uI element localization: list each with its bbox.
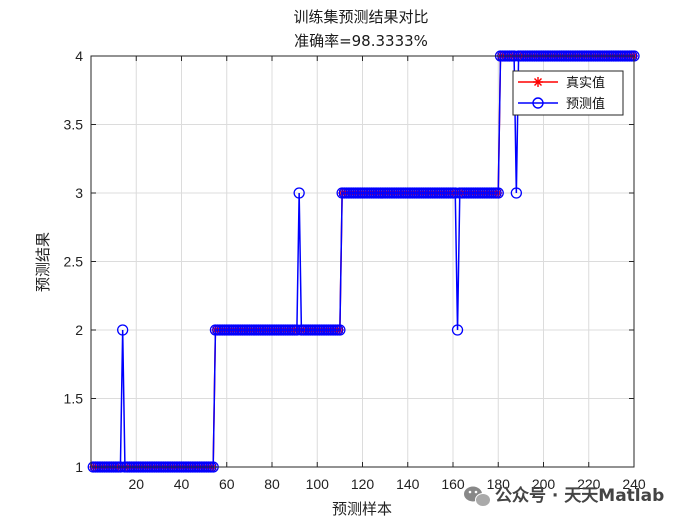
x-tick-label: 60 [219, 476, 235, 492]
data-point [293, 187, 305, 199]
x-tick-label: 160 [441, 476, 465, 492]
y-tick-label: 4 [75, 48, 83, 64]
data-point [117, 324, 129, 336]
legend-marker-true [533, 77, 543, 87]
data-point [510, 187, 522, 199]
data-point [291, 324, 303, 336]
y-tick-label: 1 [75, 459, 83, 475]
x-tick-label: 200 [532, 476, 556, 492]
x-tick-label: 100 [306, 476, 330, 492]
legend-box [512, 70, 624, 116]
y-tick-label: 2 [75, 322, 83, 338]
x-tick-label: 80 [264, 476, 280, 492]
legend: 真实值 预测值 [512, 70, 624, 116]
legend-marker-pred [532, 97, 544, 109]
legend-label-pred: 预测值 [566, 96, 605, 112]
y-tick-label: 3 [75, 185, 83, 201]
chart-subtitle: 准确率=98.3333% [294, 32, 428, 50]
y-tick-label: 3.5 [64, 117, 84, 133]
y-axis-ticks: 1 1.5 2 2.5 3 3.5 4 [64, 48, 634, 475]
x-tick-label: 220 [577, 476, 601, 492]
x-tick-label: 240 [622, 476, 646, 492]
data-point [492, 187, 504, 199]
x-tick-label: 140 [396, 476, 420, 492]
y-axis-label: 预测结果 [34, 232, 52, 292]
data-point [449, 187, 461, 199]
x-tick-label: 180 [487, 476, 511, 492]
series-pred [87, 50, 640, 473]
x-axis-label: 预测样本 [332, 500, 392, 518]
y-tick-label: 1.5 [64, 391, 84, 407]
plot-frame [90, 55, 635, 468]
data-point [334, 324, 346, 336]
y-tick-label: 2.5 [64, 254, 84, 270]
wechat-icon [464, 486, 491, 507]
data-point [451, 324, 464, 336]
chart-title: 训练集预测结果对比 [293, 8, 428, 26]
watermark-text: 公众号 · 天天Matlab [495, 485, 664, 506]
x-tick-label: 40 [174, 476, 190, 492]
x-tick-label: 20 [128, 476, 144, 492]
legend-label-true: 真实值 [566, 75, 605, 91]
watermark: 公众号 · 天天Matlab [464, 485, 664, 507]
x-tick-label: 120 [351, 476, 375, 492]
